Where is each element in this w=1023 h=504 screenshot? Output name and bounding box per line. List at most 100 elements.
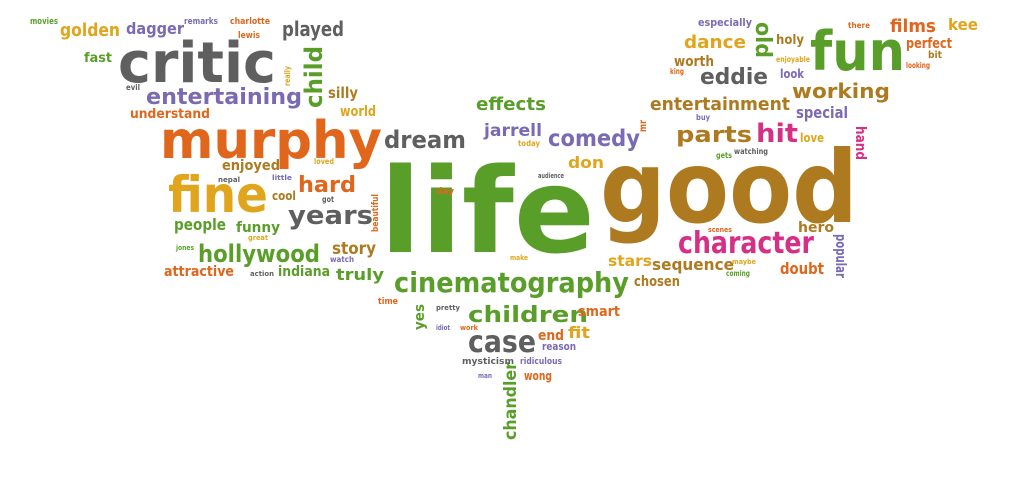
word-sequence: sequence [652, 255, 734, 274]
word-reason: reason [542, 340, 576, 353]
word-king: king [670, 67, 684, 76]
word-hollywood: hollywood [198, 240, 320, 268]
word-fine: fine [168, 166, 268, 224]
word-there: there [848, 21, 871, 30]
word-films: films [890, 16, 936, 37]
word-little: little [272, 174, 292, 182]
word-attractive: attractive [164, 264, 234, 280]
word-people: people [174, 215, 226, 234]
word-watching: watching [734, 147, 768, 156]
word-especially: especially [698, 16, 752, 29]
word-today: today [518, 139, 541, 148]
word-action: action [250, 270, 274, 278]
word-coming: coming [726, 269, 750, 278]
word-yes: yes [412, 304, 428, 330]
word-years: years [288, 201, 373, 231]
word-love: love [800, 131, 824, 145]
word-story: story [332, 239, 376, 259]
word-maybe: maybe [732, 258, 756, 266]
word-audience: audience [538, 172, 564, 180]
word-scenes: scenes [708, 226, 732, 234]
word-great: great [248, 234, 269, 242]
word-dance: dance [684, 32, 746, 53]
word-murphy: murphy [160, 111, 382, 171]
word-worth: worth [674, 54, 714, 70]
word-enjoyable: enjoyable [776, 55, 810, 64]
word-jones: jones [175, 244, 194, 252]
word-children: children [468, 303, 588, 328]
word-life: life [380, 142, 595, 280]
word-world: world [340, 104, 376, 120]
word-evil: evil [126, 83, 140, 92]
word-mr: mr [638, 120, 649, 132]
word-entertainment: entertainment [650, 94, 790, 115]
word-eddie: eddie [700, 65, 768, 90]
word-wong: wong [524, 369, 552, 383]
word-make: make [510, 254, 528, 262]
word-look: look [780, 67, 805, 81]
word-enjoyed: enjoyed [222, 158, 280, 174]
word-popular: popular [832, 234, 848, 278]
word-stars: stars [608, 252, 652, 270]
word-dream: dream [384, 126, 466, 154]
word-fit: fit [568, 323, 590, 342]
word-man: man [478, 372, 492, 380]
word-day: day [436, 187, 454, 197]
word-played: played [282, 17, 344, 41]
word-looking: looking [906, 61, 930, 70]
word-critic: critic [118, 31, 276, 96]
word-indiana: indiana [278, 264, 330, 280]
word-entertaining: entertaining [146, 85, 302, 110]
word-silly: silly [328, 84, 358, 102]
word-lewis: lewis [238, 31, 260, 41]
word-effects: effects [476, 94, 546, 115]
word-working: working [792, 79, 890, 103]
word-got: got [322, 195, 334, 204]
word-special: special [796, 103, 848, 122]
word-nepal: nepal [218, 176, 240, 184]
word-fun: fun [810, 20, 905, 83]
word-doubt: doubt [780, 259, 824, 278]
word-fast: fast [84, 51, 112, 66]
word-watch: watch [330, 255, 354, 264]
word-hand: hand [852, 126, 868, 160]
word-old: old [750, 22, 775, 58]
word-chandler: chandler [501, 361, 521, 440]
word-child: child [300, 46, 328, 108]
word-case: case [468, 325, 536, 360]
word-golden: golden [60, 20, 120, 41]
word-loved: loved [314, 157, 334, 166]
word-good: good [600, 129, 858, 246]
word-parts: parts [676, 123, 752, 148]
word-end: end [538, 328, 564, 344]
word-really: really [283, 65, 292, 86]
word-bit: bit [928, 50, 942, 61]
word-movies: movies [30, 17, 58, 27]
word-work: work [460, 324, 478, 332]
word-holy: holy [776, 33, 804, 48]
word-funny: funny [236, 220, 280, 236]
word-truly: truly [336, 265, 385, 284]
word-mysticism: mysticism [462, 357, 514, 367]
word-smart: smart [578, 304, 620, 320]
word-kee: kee [948, 15, 978, 34]
word-charlotte: charlotte [230, 17, 270, 27]
word-idiot: idiot [436, 324, 451, 332]
word-hard: hard [298, 173, 356, 198]
word-understand: understand [130, 107, 210, 122]
word-gets: gets [716, 151, 732, 160]
word-remarks: remarks [184, 17, 218, 27]
word-jarrell: jarrell [483, 121, 542, 141]
word-time: time [378, 297, 398, 307]
word-character: character [678, 226, 814, 261]
word-cool: cool [272, 189, 296, 203]
word-chosen: chosen [634, 274, 680, 290]
word-ridiculous: ridiculous [520, 357, 562, 367]
word-beautiful: beautiful [371, 194, 381, 232]
word-pretty: pretty [436, 304, 460, 312]
word-hero: hero [798, 220, 834, 236]
word-cinematography: cinematography [394, 266, 629, 299]
word-don: don [568, 153, 604, 172]
word-hit: hit [756, 119, 798, 149]
